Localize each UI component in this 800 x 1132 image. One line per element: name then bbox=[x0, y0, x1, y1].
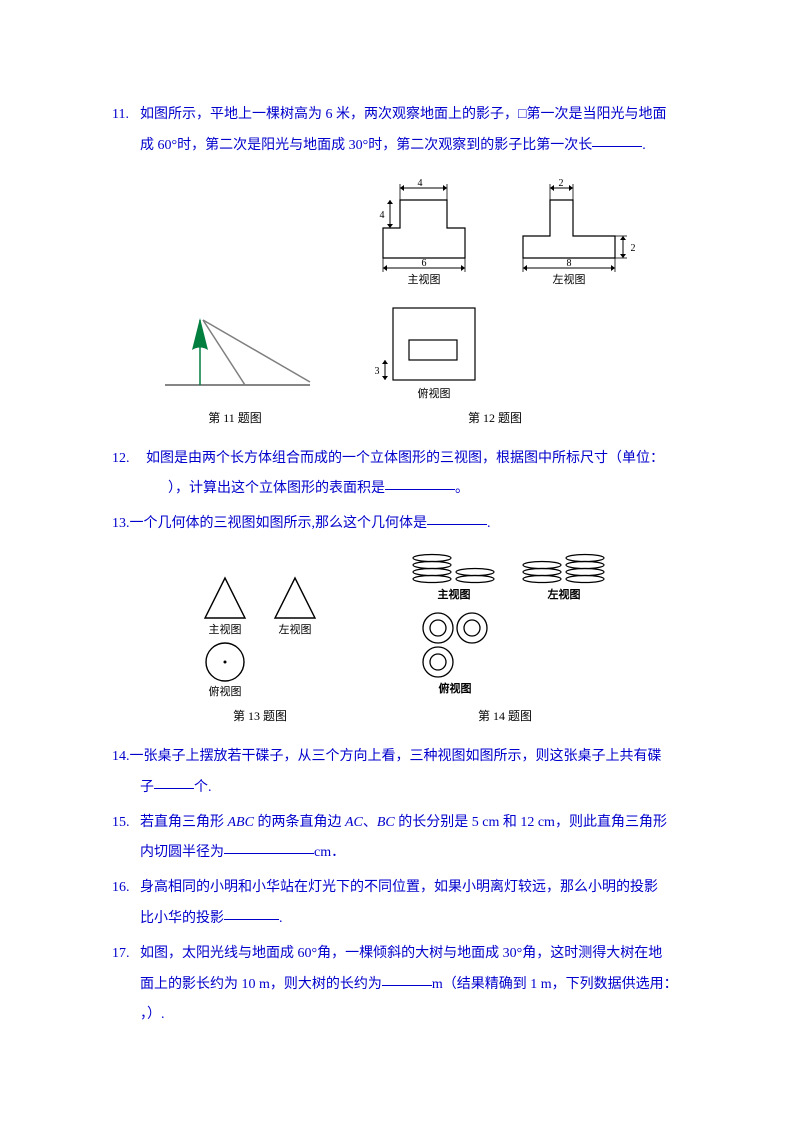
q16-line2-wrap: 比小华的投影. bbox=[140, 904, 688, 935]
fig12-dim6: 6 bbox=[422, 258, 427, 269]
q17-line1: 如图，太阳光线与地面成 60°角，一棵倾斜的大树与地面成 30°角，这时测得大树… bbox=[140, 939, 680, 970]
q15-body: 若直角三角形 ABC 的两条直角边 AC、BC 的长分别是 5 cm 和 12 … bbox=[140, 808, 680, 839]
q15-line2-wrap: 内切圆半径为 cm． bbox=[140, 838, 688, 869]
q16-line1: 身高相同的小明和小华站在灯光下的不同位置，如果小明离灯较远，那么小明的投影 bbox=[140, 873, 680, 904]
q14-blank bbox=[154, 775, 194, 789]
q14-unit: 个. bbox=[194, 780, 212, 795]
question-17: 17.如图，太阳光线与地面成 60°角，一棵倾斜的大树与地面成 30°角，这时测… bbox=[112, 939, 688, 1031]
q15-sep: 、 bbox=[363, 815, 377, 830]
q15-l1c: 的长分别是 5 cm 和 12 cm，则此直角三角形 bbox=[395, 815, 667, 830]
q12-num: 12. bbox=[112, 444, 140, 475]
q17-line2b: m（结果精确到 1 m，下列数据供选用： bbox=[432, 977, 678, 992]
fig12-top-label: 俯视图 bbox=[418, 386, 451, 400]
q13-blank bbox=[427, 511, 487, 525]
q11-line2-wrap: 成 60°时，第二次是阳光与地面成 30°时，第二次观察到的影子比第一次长. bbox=[140, 131, 688, 162]
q17-line2-wrap: 面上的影长约为 10 m，则大树的长约为 m（结果精确到 1 m，下列数据供选用： bbox=[140, 970, 688, 1001]
q16-blank bbox=[224, 906, 279, 920]
fig12-left-label: 左视图 bbox=[553, 272, 586, 286]
fig-row-11-12: 第 11 题图 4 4 6 bbox=[112, 170, 688, 426]
fig-14: 主视图 左视图 俯视图 bbox=[395, 548, 615, 724]
q14-line1: 14.一张桌子上摆放若干碟子，从三个方向上看，三种视图如图所示，则这张桌子上共有… bbox=[112, 749, 662, 764]
fig14-svg: 主视图 左视图 俯视图 bbox=[395, 548, 615, 698]
q12-line1: 如图是由两个长方体组合而成的一个立体图形的三视图，根据图中所标尺寸（单位： bbox=[146, 444, 686, 475]
fig13-left: 左视图 bbox=[279, 622, 312, 636]
q15-l1b: 的两条直角边 bbox=[254, 815, 345, 830]
fig14-top: 俯视图 bbox=[439, 681, 472, 695]
q16-num: 16. bbox=[112, 873, 140, 904]
fig-12: 4 4 6 主视图 2 bbox=[345, 170, 645, 426]
fig12-front-label: 主视图 bbox=[408, 272, 441, 286]
question-12: 12.如图是由两个长方体组合而成的一个立体图形的三视图，根据图中所标尺寸（单位：… bbox=[112, 444, 688, 506]
q11-line2: 成 60°时，第二次是阳光与地面成 30°时，第二次观察到的影子比第一次长 bbox=[140, 138, 592, 153]
fig12-dim8: 8 bbox=[567, 258, 572, 269]
q17-line3: ，）. bbox=[140, 1007, 165, 1022]
fig13-label: 第 13 题图 bbox=[185, 707, 335, 724]
q13-period: . bbox=[487, 516, 491, 531]
fig12-dim4top: 4 bbox=[418, 178, 423, 189]
fig12-dim4left: 4 bbox=[380, 210, 385, 221]
q15-abc: ABC bbox=[228, 815, 254, 830]
q15-l1a: 若直角三角形 bbox=[140, 815, 228, 830]
fig11-svg bbox=[155, 290, 315, 400]
fig13-svg: 主视图 左视图 俯视图 bbox=[185, 568, 335, 698]
q17-num: 17. bbox=[112, 939, 140, 970]
q17-blank bbox=[382, 972, 432, 986]
q17-line2a: 面上的影长约为 10 m，则大树的长约为 bbox=[140, 977, 382, 992]
fig14-front: 主视图 bbox=[438, 587, 471, 601]
fig12-svg: 4 4 6 主视图 2 bbox=[345, 170, 645, 400]
q15-line2: 内切圆半径为 bbox=[140, 845, 224, 860]
question-16: 16.身高相同的小明和小华站在灯光下的不同位置，如果小明离灯较远，那么小明的投影… bbox=[112, 873, 688, 935]
q15-num: 15. bbox=[112, 808, 140, 839]
q12-period: 。 bbox=[455, 481, 469, 496]
q15-ac: AC bbox=[345, 815, 363, 830]
q16-line2: 比小华的投影 bbox=[140, 911, 224, 926]
fig13-top: 俯视图 bbox=[209, 684, 242, 698]
q11-period: . bbox=[642, 138, 646, 153]
q17-line3-wrap: ，）. bbox=[140, 1000, 688, 1031]
question-13: 13.一个几何体的三视图如图所示,那么这个几何体是. bbox=[112, 509, 688, 540]
fig12-dim2r: 2 bbox=[631, 243, 636, 254]
q16-period: . bbox=[279, 911, 283, 926]
question-14: 14.一张桌子上摆放若干碟子，从三个方向上看，三种视图如图所示，则这张桌子上共有… bbox=[112, 742, 688, 804]
fig-13: 主视图 左视图 俯视图 第 13 题图 bbox=[185, 568, 335, 724]
q12-blank bbox=[385, 476, 455, 490]
q11-num: 11. bbox=[112, 100, 140, 131]
fig12-dim2top: 2 bbox=[559, 178, 564, 189]
fig12-dim3: 3 bbox=[375, 366, 380, 377]
fig11-label: 第 11 题图 bbox=[155, 409, 315, 426]
question-15: 15.若直角三角形 ABC 的两条直角边 AC、BC 的长分别是 5 cm 和 … bbox=[112, 808, 688, 870]
q15-unit: cm． bbox=[314, 845, 345, 860]
q12-line2: ），计算出这个立体图形的表面积是 bbox=[168, 481, 385, 496]
q14-line2-wrap: 子 个. bbox=[140, 773, 688, 804]
q11-line1: 如图所示，平地上一棵树高为 6 米，两次观察地面上的影子，□第一次是当阳光与地面 bbox=[140, 100, 680, 131]
q15-blank bbox=[224, 840, 314, 854]
q12-line2-wrap: ），计算出这个立体图形的表面积是 。 bbox=[168, 474, 688, 505]
fig14-left: 左视图 bbox=[547, 587, 581, 601]
question-11: 11.如图所示，平地上一棵树高为 6 米，两次观察地面上的影子，□第一次是当阳光… bbox=[112, 100, 688, 162]
q14-line2: 子 bbox=[140, 780, 154, 795]
fig-row-13-14: 主视图 左视图 俯视图 第 13 题图 主视 bbox=[112, 548, 688, 724]
fig14-label: 第 14 题图 bbox=[395, 707, 615, 724]
fig12-label: 第 12 题图 bbox=[345, 409, 645, 426]
q11-blank bbox=[592, 133, 642, 147]
fig-11: 第 11 题图 bbox=[155, 290, 315, 426]
q13-text: 13.一个几何体的三视图如图所示,那么这个几何体是 bbox=[112, 516, 427, 531]
q15-bc: BC bbox=[377, 815, 395, 830]
fig13-front: 主视图 bbox=[209, 622, 242, 636]
